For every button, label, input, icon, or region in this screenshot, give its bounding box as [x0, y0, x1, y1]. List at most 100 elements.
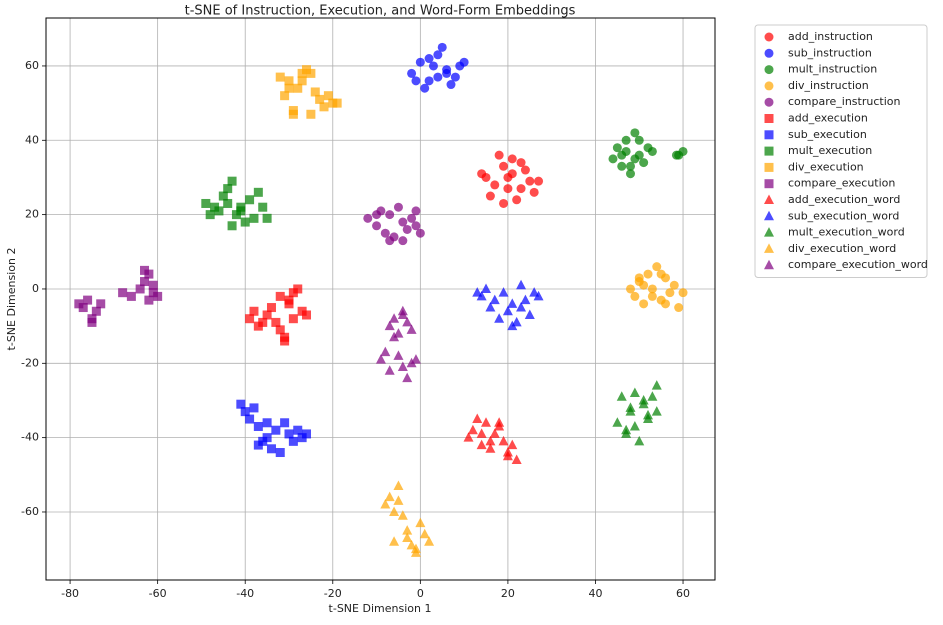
point: [407, 213, 417, 223]
legend-label: div_execution: [788, 160, 864, 173]
point: [507, 439, 518, 450]
point: [428, 61, 438, 71]
point: [223, 184, 233, 194]
point: [511, 454, 522, 464]
point: [489, 294, 500, 305]
legend-label: div_execution_word: [788, 242, 896, 255]
point: [634, 273, 644, 283]
x-tick-label: 40: [588, 587, 602, 600]
point: [485, 443, 496, 453]
point: [315, 94, 325, 104]
point: [302, 310, 312, 320]
x-tick-label: -20: [324, 587, 342, 600]
point: [258, 317, 268, 327]
point: [398, 236, 408, 246]
point: [634, 135, 644, 145]
point: [481, 417, 492, 427]
point: [629, 387, 640, 398]
point: [245, 414, 255, 424]
point: [446, 80, 456, 90]
point: [236, 399, 246, 409]
point: [415, 57, 425, 67]
point: [389, 331, 400, 342]
point: [625, 169, 635, 179]
point: [293, 284, 303, 294]
point: [489, 428, 500, 438]
point: [629, 420, 640, 431]
point: [393, 328, 404, 338]
point: [384, 365, 395, 375]
point: [126, 291, 136, 301]
point: [393, 495, 404, 505]
point: [262, 310, 272, 320]
legend-label: sub_execution: [788, 128, 867, 141]
point: [516, 279, 527, 290]
y-tick-label: -60: [21, 505, 39, 518]
point: [450, 72, 460, 82]
point: [253, 421, 263, 431]
point: [485, 435, 496, 446]
legend-marker: [764, 227, 774, 237]
point: [83, 295, 93, 305]
x-tick-label: 20: [501, 587, 515, 600]
point: [503, 184, 513, 194]
point: [503, 172, 513, 182]
point: [323, 91, 333, 101]
point: [389, 536, 400, 546]
point: [148, 280, 158, 290]
y-tick-label: -40: [21, 431, 39, 444]
point: [472, 413, 483, 424]
point: [140, 277, 150, 287]
point: [266, 444, 276, 454]
point: [397, 305, 408, 316]
point: [406, 324, 417, 334]
point: [502, 450, 513, 461]
point: [393, 480, 404, 490]
point: [669, 280, 679, 290]
point: [511, 316, 522, 327]
point: [236, 206, 246, 216]
point: [410, 543, 421, 554]
point: [297, 76, 307, 86]
point: [380, 346, 391, 357]
point: [671, 150, 681, 160]
point: [280, 332, 290, 342]
legend-marker: [764, 32, 774, 42]
point: [87, 317, 97, 327]
point: [411, 76, 421, 86]
legend-marker: [764, 259, 774, 270]
point: [415, 517, 426, 528]
point: [643, 269, 653, 279]
point: [214, 206, 224, 216]
point: [372, 221, 382, 231]
point: [302, 429, 312, 439]
point: [306, 109, 316, 119]
point: [433, 72, 443, 82]
point: [512, 195, 522, 205]
point: [481, 283, 492, 293]
point: [284, 83, 294, 93]
point: [463, 432, 474, 442]
point: [148, 288, 158, 298]
point: [411, 206, 421, 216]
y-axis-label: t-SNE Dimension 2: [5, 248, 18, 351]
point: [332, 98, 342, 108]
y-tick-label: 20: [25, 208, 39, 221]
x-axis-label: t-SNE Dimension 1: [329, 602, 432, 615]
point: [534, 176, 544, 186]
point: [651, 380, 662, 390]
point: [384, 491, 395, 502]
x-tick-label: -80: [61, 587, 79, 600]
point: [380, 499, 391, 509]
point: [674, 303, 684, 313]
legend-label: add_execution: [788, 112, 868, 125]
point: [630, 154, 640, 164]
point: [275, 72, 285, 82]
point: [372, 210, 382, 220]
point: [218, 191, 228, 201]
point: [494, 420, 505, 431]
point: [472, 287, 483, 297]
point: [375, 354, 386, 364]
legend-marker: [764, 65, 774, 75]
legend-marker: [764, 179, 774, 189]
